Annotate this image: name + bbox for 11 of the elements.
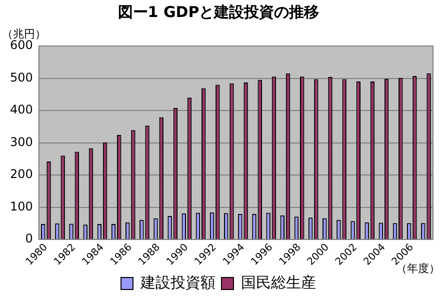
y-tick-label: 500: [10, 70, 33, 84]
y-tick-label: 200: [10, 167, 33, 182]
chart-title: 図ー1 GDPと建設投資の推移: [118, 2, 320, 21]
legend-label: 建設投資額: [140, 273, 216, 292]
y-tick-label: 600: [10, 38, 33, 52]
y-tick-label: 400: [10, 102, 33, 117]
y-tick-label: 0: [25, 232, 33, 246]
y-tick-label: 100: [10, 199, 33, 214]
y-axis-title: （兆円）: [2, 27, 46, 40]
y-tick-label: 300: [10, 134, 33, 149]
legend-label: 国民総生産: [241, 273, 316, 292]
